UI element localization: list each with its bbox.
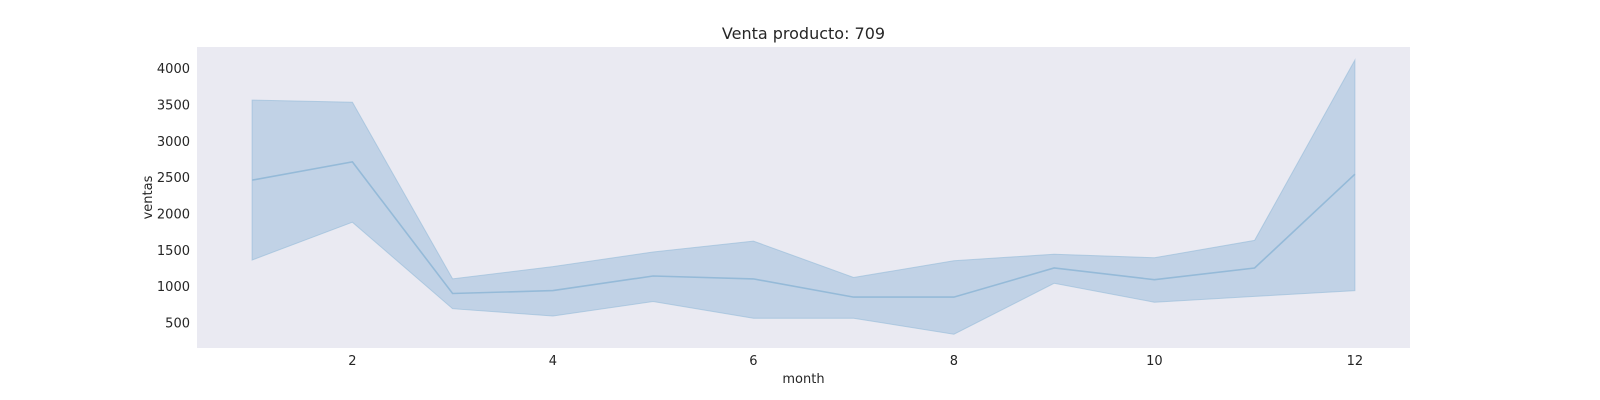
series-line-layer [251, 161, 1356, 298]
x-tick-label: 2 [348, 354, 356, 369]
x-tick-label: 6 [749, 354, 757, 369]
y-tick-label: 3000 [157, 135, 190, 150]
y-tick-label: 2000 [157, 207, 190, 222]
chart-title: Venta producto: 709 [722, 24, 885, 43]
x-axis-label: month [782, 372, 824, 387]
x-ticks: 2 4 6 8 10 12 [348, 354, 1363, 369]
confidence-band-layer [251, 58, 1356, 335]
x-tick-label: 10 [1146, 354, 1163, 369]
confidence-band [251, 58, 1356, 335]
y-tick-label: 1000 [157, 280, 190, 295]
y-tick-label: 2500 [157, 171, 190, 186]
x-tick-label: 8 [950, 354, 958, 369]
y-tick-label: 3500 [157, 98, 190, 113]
x-tick-label: 4 [549, 354, 557, 369]
x-tick-label: 12 [1347, 354, 1364, 369]
y-tick-label: 4000 [157, 62, 190, 77]
y-axis-label: ventas [141, 175, 156, 219]
series-line [251, 161, 1356, 298]
y-tick-label: 1500 [157, 244, 190, 259]
y-tick-label: 500 [165, 317, 190, 332]
y-ticks: 500 1000 1500 2000 2500 3000 3500 4000 [157, 62, 190, 331]
